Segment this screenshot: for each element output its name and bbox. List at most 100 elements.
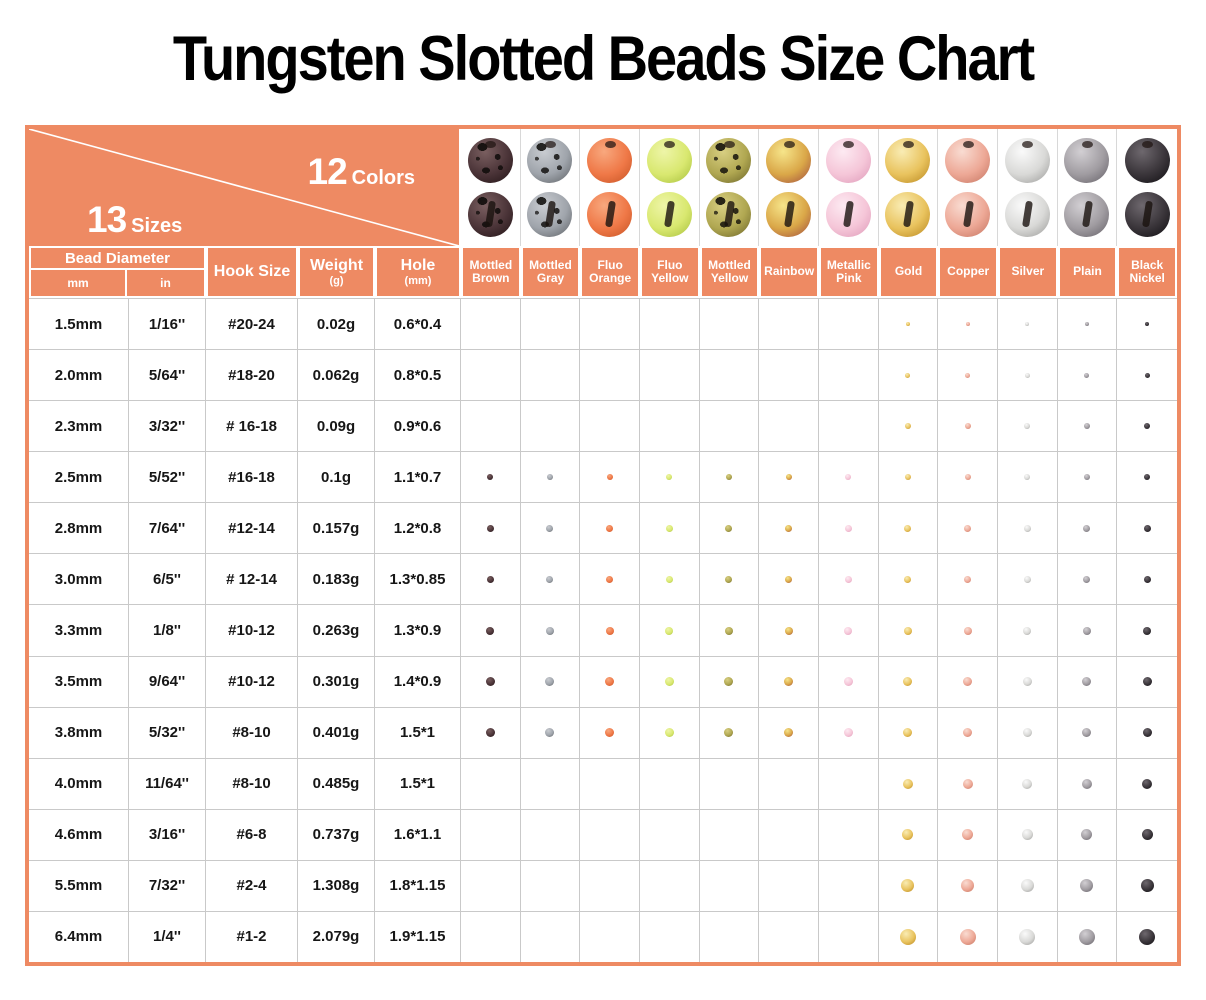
cell-color-gold	[879, 809, 939, 860]
cell-color-fluo-yellow	[640, 299, 700, 350]
cell-hole: 0.6*0.4	[375, 299, 461, 350]
cell-color-mottled-yellow	[700, 554, 760, 605]
bead-dot-mottled-gray	[545, 728, 555, 738]
color-header-gold: Gold	[878, 246, 939, 298]
bead-dot-rainbow	[784, 626, 793, 635]
cell-color-mottled-yellow	[700, 707, 760, 758]
cell-color-mottled-brown	[461, 707, 521, 758]
cell-color-mottled-yellow	[700, 860, 760, 911]
cell-color-plain	[1058, 503, 1118, 554]
mm-header: mm	[31, 270, 127, 296]
bead-dot-gold	[904, 524, 912, 532]
bead-dot-gold	[905, 372, 911, 378]
weight-label: Weight	[309, 257, 364, 275]
cell-color-mottled-brown	[461, 860, 521, 911]
bead-hole	[783, 140, 795, 148]
color-header-silver: Silver	[998, 246, 1058, 298]
bead-dot-black-nickel	[1139, 928, 1156, 945]
bead-top-view	[706, 138, 752, 183]
bead-slotted-view	[825, 192, 871, 237]
bead-dot-plain	[1084, 372, 1090, 378]
size-chart-table: 12 Colors 13 Sizes Bead Diameter mm in Hoo…	[25, 125, 1181, 966]
cell-color-copper	[938, 809, 998, 860]
cell-color-black-nickel	[1117, 350, 1177, 400]
cell-color-plain	[1058, 554, 1118, 605]
table-row: 3.0mm 6/5'' # 12-14 0.183g 1.3*0.85	[29, 554, 1177, 606]
bead-dot-copper	[959, 928, 976, 945]
bead-top-view	[885, 138, 931, 183]
color-header-plain: Plain	[1057, 246, 1118, 298]
bead-dot-plain	[1082, 728, 1092, 738]
bead-slot	[604, 200, 616, 228]
table-row: 4.0mm 11/64'' #8-10 0.485g 1.5*1	[29, 758, 1177, 810]
cell-color-black-nickel	[1117, 861, 1177, 911]
cell-weight: 0.737g	[298, 809, 375, 860]
cell-color-metallic-pink	[819, 809, 879, 860]
hook-size-header: Hook Size	[206, 246, 298, 298]
bead-dot-black-nickel	[1144, 372, 1150, 378]
bead-diameter-header: Bead Diameter mm in	[29, 246, 206, 298]
bead-dot-gold	[902, 778, 913, 789]
cell-color-silver	[998, 554, 1058, 605]
cell-hole: 0.8*0.5	[375, 350, 461, 401]
colors-count-label: 12 Colors	[308, 151, 416, 193]
bead-dot-gold	[902, 829, 914, 841]
bead-dot-copper	[964, 423, 971, 430]
bead-top-view	[587, 138, 633, 183]
colors-count-word: Colors	[351, 167, 415, 189]
cell-color-copper	[938, 554, 998, 605]
bead-dot-silver	[1024, 423, 1031, 430]
bead-dot-gold	[904, 423, 911, 430]
cell-color-gold	[879, 860, 939, 911]
cell-color-copper	[938, 605, 998, 656]
cell-color-mottled-yellow	[700, 350, 760, 401]
cell-color-mottled-brown	[461, 299, 521, 350]
bead-dot-mottled-yellow	[724, 677, 734, 687]
cell-color-copper	[938, 350, 998, 401]
bead-dot-silver	[1022, 778, 1033, 789]
cell-color-silver	[998, 911, 1058, 963]
cell-color-fluo-yellow	[640, 554, 700, 605]
bead-dot-plain	[1081, 829, 1093, 841]
bead-dot-fluo-orange	[606, 575, 614, 583]
cell-color-mottled-gray	[521, 503, 581, 554]
cell-weight: 0.401g	[298, 707, 375, 758]
bead-dot-mottled-brown	[486, 575, 494, 583]
table-row: 2.5mm 5/52'' #16-18 0.1g 1.1*0.7	[29, 452, 1177, 504]
bead-dot-copper	[962, 829, 974, 841]
bead-dot-silver	[1019, 928, 1036, 945]
bead-dot-mottled-brown	[486, 524, 494, 532]
cell-color-copper	[938, 503, 998, 554]
bead-slot	[1081, 200, 1093, 228]
color-header-black-nickel: Black Nickel	[1117, 246, 1177, 298]
bead-hole	[545, 140, 556, 148]
bead-dot-copper	[963, 677, 973, 687]
cell-hook-size: #8-10	[206, 758, 298, 809]
cell-in: 7/32''	[129, 860, 206, 911]
bead-dot-mottled-yellow	[725, 474, 732, 481]
cell-color-fluo-orange	[580, 656, 640, 707]
cell-hook-size: #6-8	[206, 809, 298, 860]
diagonal-divider-line	[29, 129, 459, 246]
bead-dot-black-nickel	[1144, 474, 1151, 481]
bead-hole	[1022, 140, 1034, 148]
bead-dot-plain	[1083, 474, 1090, 481]
bead-dot-mottled-yellow	[725, 575, 733, 583]
cell-weight: 2.079g	[298, 911, 375, 963]
weight-unit-label: (g)	[329, 274, 344, 287]
cell-color-black-nickel	[1117, 299, 1177, 349]
bead-slotted-view	[885, 192, 931, 237]
bead-dot-rainbow	[785, 474, 792, 481]
bead-slot	[664, 200, 675, 228]
cell-color-silver	[998, 758, 1058, 809]
bead-dot-silver	[1022, 728, 1032, 738]
bead-dot-fluo-orange	[605, 728, 615, 738]
cell-hook-size: #16-18	[206, 452, 298, 503]
bead-slot	[843, 200, 854, 228]
bead-dot-silver	[1025, 322, 1030, 327]
sizes-count-number: 13	[87, 199, 127, 240]
bead-dot-black-nickel	[1144, 423, 1151, 430]
bead-dot-plain	[1083, 524, 1091, 532]
bead-sample-silver	[998, 129, 1058, 246]
cell-color-mottled-gray	[521, 350, 581, 401]
